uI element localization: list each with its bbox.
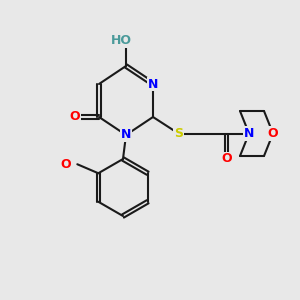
Text: N: N (244, 127, 254, 140)
Text: O: O (221, 152, 232, 166)
Text: O: O (60, 158, 70, 171)
Text: O: O (70, 110, 80, 124)
Text: O: O (268, 127, 278, 140)
Text: N: N (148, 77, 158, 91)
Text: N: N (121, 128, 131, 142)
Text: HO: HO (111, 34, 132, 47)
Text: S: S (174, 127, 183, 140)
